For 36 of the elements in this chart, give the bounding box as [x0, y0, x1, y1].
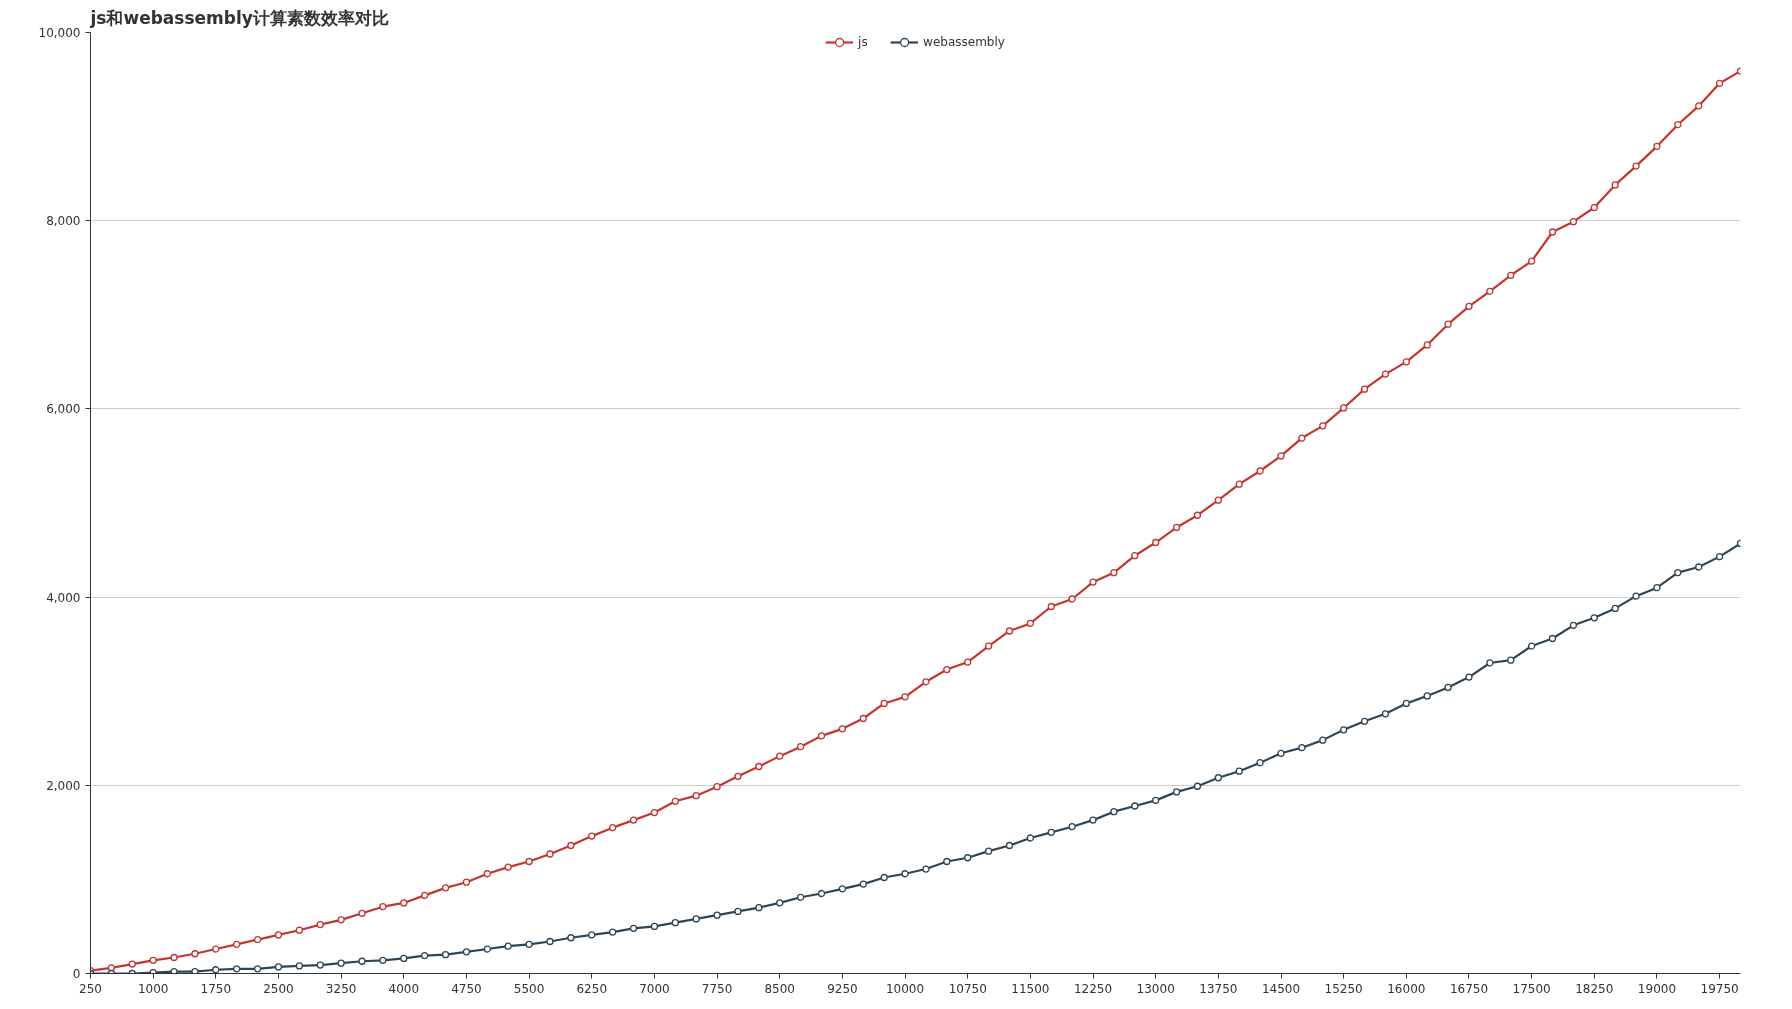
x-tick-label: 7750 [701, 981, 733, 996]
x-tick-label: 250 [79, 981, 102, 996]
x-tick-label: 1750 [200, 981, 232, 996]
legend-label: webassembly [923, 35, 1005, 49]
x-tick-label: 16000 [1387, 981, 1426, 996]
x-tick-label: 11500 [1011, 981, 1050, 996]
x-tick-label: 12250 [1073, 981, 1113, 996]
x-tick-label: 4750 [451, 981, 482, 996]
x-tick-label: 10750 [948, 981, 987, 996]
x-tick-label: 13000 [1136, 981, 1175, 996]
x-tick-label: 16750 [1449, 981, 1489, 996]
x-tick-label: 7000 [639, 981, 670, 996]
x-tick-label: 10000 [885, 981, 925, 996]
x-tick-label: 3250 [325, 981, 357, 996]
x-tick-label: 9250 [827, 981, 858, 996]
x-tick-label: 14500 [1261, 981, 1301, 996]
x-tick-label: 19750 [1700, 981, 1739, 996]
x-tick-label: 18250 [1575, 981, 1614, 996]
x-tick-label: 13750 [1199, 981, 1238, 996]
y-tick-label: 2,000 [46, 778, 81, 793]
chart-title: js和webassembly计算素数效率对比 [89, 7, 389, 28]
x-tick-label: 5500 [513, 981, 545, 996]
x-tick-label: 17500 [1512, 981, 1551, 996]
x-tick-label: 8500 [764, 981, 796, 996]
x-tick-label: 19000 [1637, 981, 1677, 996]
y-tick-label: 4,000 [46, 590, 81, 605]
legend-label: js [858, 35, 869, 49]
x-tick-label: 1000 [137, 981, 169, 996]
x-tick-label: 4000 [388, 981, 420, 996]
x-tick-label: 6250 [576, 981, 608, 996]
y-tick-label: 8,000 [46, 214, 81, 229]
x-tick-label: 15250 [1324, 981, 1363, 996]
x-tick-label: 2500 [263, 981, 294, 996]
y-tick-label: 6,000 [46, 402, 81, 417]
y-tick-label: 0 [72, 967, 81, 981]
y-tick-label: 10,000 [38, 26, 81, 40]
